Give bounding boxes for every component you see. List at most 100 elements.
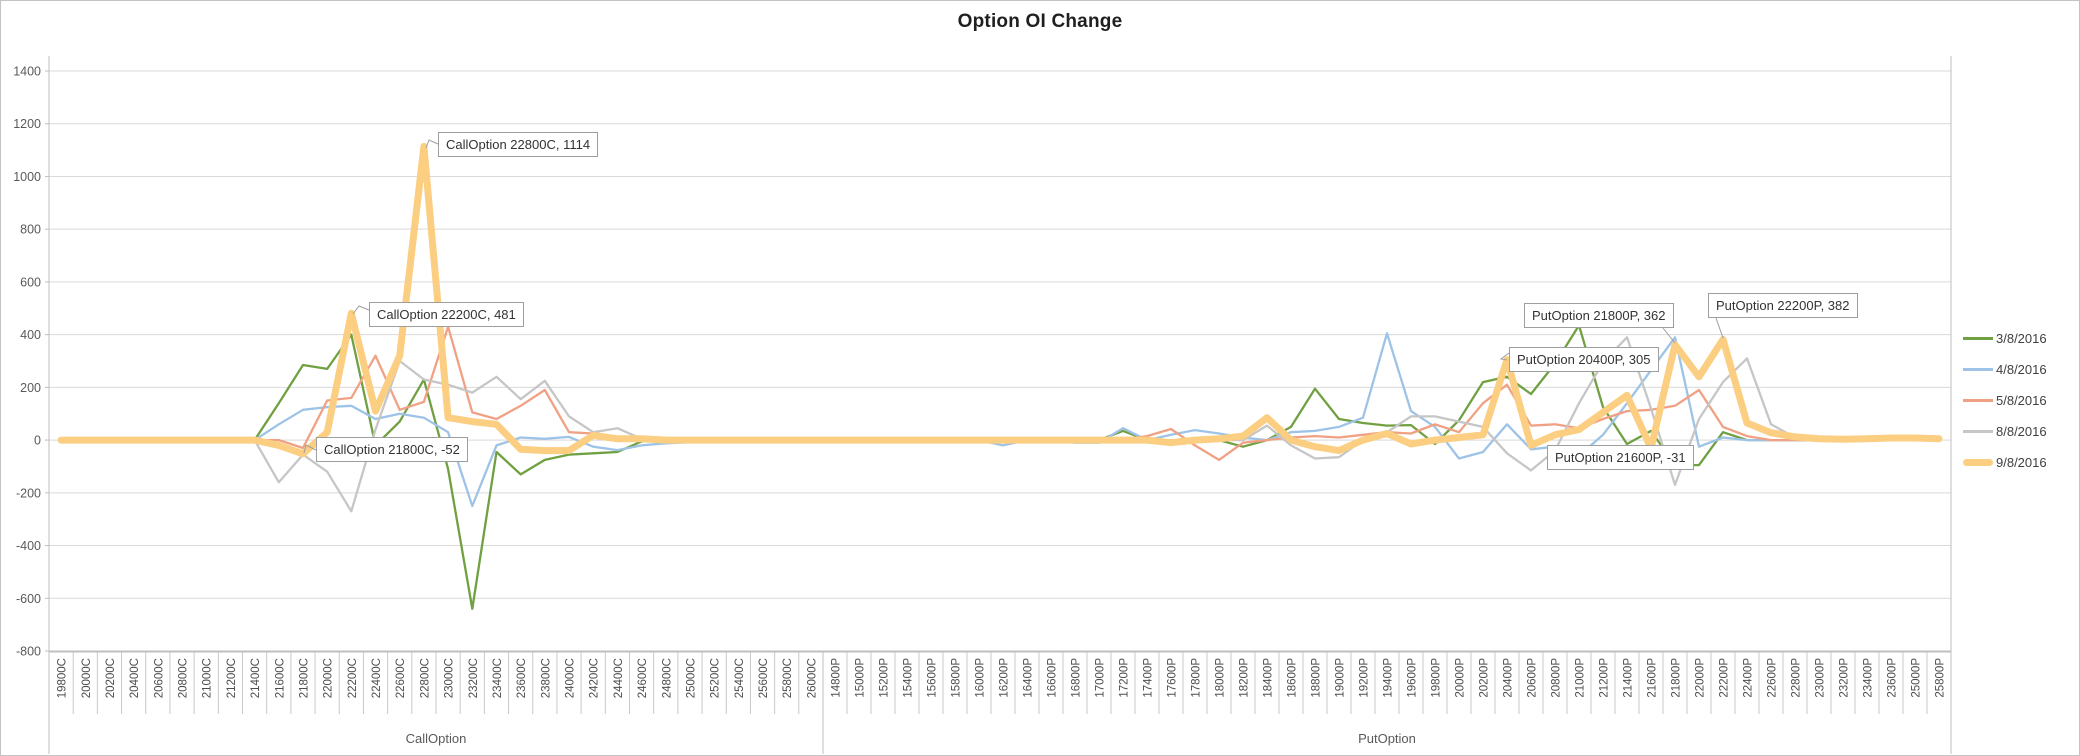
axis-group-label-calloption: CallOption: [406, 731, 467, 746]
x-axis-category-label: 21400C: [250, 658, 262, 698]
x-axis-category-label: 21200C: [226, 658, 238, 698]
x-axis-category-label: 22000P: [1695, 658, 1707, 698]
callout-leader-line: [1662, 327, 1676, 344]
x-axis-category-label: 18800P: [1311, 658, 1323, 698]
legend-line-swatch: [1963, 399, 1993, 402]
x-axis-category-label: 21000P: [1575, 658, 1587, 698]
y-axis-label: -800: [16, 645, 41, 659]
x-axis-category-label: 22600P: [1767, 658, 1779, 698]
data-label-21600p[interactable]: PutOption 21600P, -31: [1547, 445, 1694, 470]
y-axis-label: 1000: [13, 170, 41, 184]
y-axis-label: 1200: [13, 117, 41, 131]
callout-leader-line: [1715, 317, 1724, 339]
x-axis-category-label: 17200P: [1119, 658, 1131, 698]
chart-title: Option OI Change: [957, 11, 1123, 32]
x-axis-category-label: 23600P: [1887, 658, 1899, 698]
data-label-21800c[interactable]: CallOption 21800C, -52: [316, 437, 468, 462]
x-axis-category-label: 19000P: [1335, 658, 1347, 698]
x-axis-category-label: 15600P: [927, 658, 939, 698]
x-axis-category-label: 20200C: [105, 658, 117, 698]
x-axis-category-label: 15000P: [855, 658, 867, 698]
x-axis-category-label: 14800P: [831, 658, 843, 698]
data-label-21800p[interactable]: PutOption 21800P, 362: [1524, 303, 1674, 328]
x-axis-category-label: 20200P: [1479, 658, 1491, 698]
legend-item-4-8-2016[interactable]: 4/8/2016: [1963, 354, 2047, 385]
legend-line-swatch: [1963, 368, 1993, 371]
x-axis-category-label: 26000C: [806, 658, 818, 698]
x-axis-category-label: 18000P: [1215, 658, 1227, 698]
x-axis-category-label: 25200C: [710, 658, 722, 698]
y-axis-label: -600: [16, 592, 41, 606]
x-axis-category-label: 19200P: [1359, 658, 1371, 698]
callout-leader-line: [303, 444, 317, 454]
x-axis-category-label: 25600C: [758, 658, 770, 698]
x-axis-category-label: 25800P: [1935, 658, 1947, 698]
y-axis-label: 400: [20, 328, 41, 342]
legend-line-swatch: [1963, 459, 1993, 466]
x-axis-category-label: 20800P: [1551, 658, 1563, 698]
x-axis-category-label: 25800C: [782, 658, 794, 698]
callout-leader-line: [425, 139, 439, 149]
callout-leader-line: [1499, 352, 1510, 361]
x-axis-category-label: 20000P: [1455, 658, 1467, 698]
x-axis-category-label: 22000C: [323, 658, 335, 698]
y-axis-label: 800: [20, 223, 41, 237]
legend-label: 5/8/2016: [1996, 393, 2047, 408]
x-axis-category-label: 16200P: [999, 658, 1011, 698]
y-axis-label: 0: [34, 434, 41, 448]
legend-line-swatch: [1963, 430, 1993, 433]
legend-item-3-8-2016[interactable]: 3/8/2016: [1963, 323, 2047, 354]
legend-label: 4/8/2016: [1996, 362, 2047, 377]
x-axis-category-label: 21200P: [1599, 658, 1611, 698]
series-line-9-8-2016[interactable]: [57, 142, 1943, 458]
x-axis-category-label: 15200P: [879, 658, 891, 698]
x-axis-category-label: 21600P: [1647, 658, 1659, 698]
x-axis-category-label: 15400P: [903, 658, 915, 698]
x-axis-category-label: 25000P: [1911, 658, 1923, 698]
x-axis-category-label: 24000C: [565, 658, 577, 698]
x-axis-category-label: 22400P: [1743, 658, 1755, 698]
x-axis-category-label: 23400C: [492, 658, 504, 698]
x-axis-category-label: 24200C: [589, 658, 601, 698]
axis-group-label-putoption: PutOption: [1358, 731, 1416, 746]
callout-leader-line: [352, 305, 370, 315]
x-axis-category-label: 23400P: [1863, 658, 1875, 698]
x-axis-category-label: 22800P: [1791, 658, 1803, 698]
x-axis-category-label: 20400P: [1503, 658, 1515, 698]
x-axis-category-label: 16600P: [1047, 658, 1059, 698]
x-axis-category-label: 18600P: [1287, 658, 1299, 698]
x-axis-category-label: 19800C: [57, 658, 69, 698]
x-axis-category-label: 22200C: [347, 658, 359, 698]
x-axis-category-label: 20800C: [178, 658, 190, 698]
x-axis-category-label: 19600P: [1407, 658, 1419, 698]
x-axis-category-label: 24400C: [613, 658, 625, 698]
x-axis-category-label: 20600C: [153, 658, 165, 698]
x-axis-category-label: 15800P: [951, 658, 963, 698]
x-axis-category-label: 18200P: [1239, 658, 1251, 698]
legend-item-8-8-2016[interactable]: 8/8/2016: [1963, 416, 2047, 447]
legend-label: 3/8/2016: [1996, 331, 2047, 346]
x-axis-category-label: 25000C: [685, 658, 697, 698]
data-label-22800c[interactable]: CallOption 22800C, 1114: [438, 132, 599, 157]
data-label-22200p[interactable]: PutOption 22200P, 382: [1708, 293, 1858, 318]
x-axis-category-label: 16000P: [975, 658, 987, 698]
x-axis-category-label: 25400C: [734, 658, 746, 698]
x-axis-category-label: 22800C: [419, 658, 431, 698]
x-axis-category-label: 21000C: [202, 658, 214, 698]
legend: 3/8/2016 4/8/2016 5/8/2016 8/8/2016 9/8/2016: [1963, 323, 2047, 478]
x-axis-category-label: 23600C: [516, 658, 528, 698]
x-axis-category-label: 18400P: [1263, 658, 1275, 698]
data-label-22200c[interactable]: CallOption 22200C, 481: [369, 302, 524, 327]
x-axis-category-label: 23800C: [540, 658, 552, 698]
x-axis-category-label: 17800P: [1191, 658, 1203, 698]
y-axis-label: -200: [16, 486, 41, 500]
x-axis-category-label: 20600P: [1527, 658, 1539, 698]
data-label-20400p[interactable]: PutOption 20400P, 305: [1509, 347, 1659, 372]
y-axis-label: 600: [20, 275, 41, 289]
legend-item-9-8-2016[interactable]: 9/8/2016: [1963, 447, 2047, 478]
x-axis-category-label: 21800C: [298, 658, 310, 698]
x-axis-category-label: 17000P: [1095, 658, 1107, 698]
legend-item-5-8-2016[interactable]: 5/8/2016: [1963, 385, 2047, 416]
